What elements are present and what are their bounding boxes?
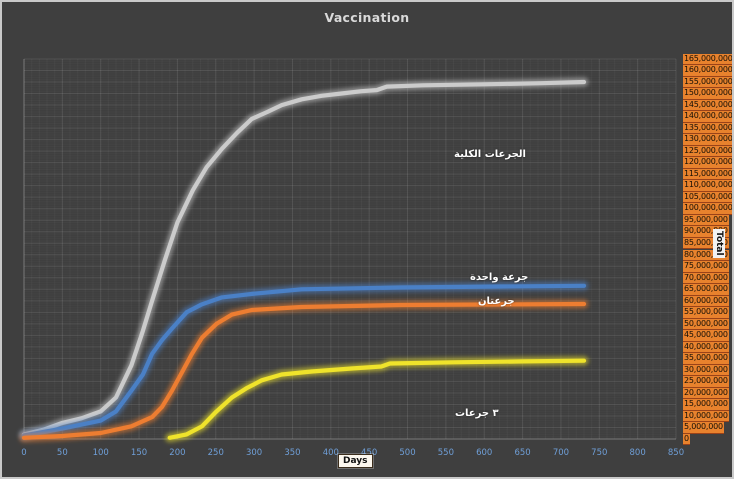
two-doses-line — [21, 301, 587, 440]
y-tick-label: 100,000,000 — [683, 203, 732, 215]
y-tick-label: 45,000,000 — [683, 330, 729, 342]
y-tick-label: 40,000,000 — [683, 341, 729, 354]
y-tick-label: 155,000,000 — [683, 76, 732, 89]
x-axis-title: Days — [338, 454, 373, 468]
y-tick-label: 50,000,000 — [683, 318, 729, 331]
y-tick-label: 165,000,000 — [683, 53, 732, 66]
y-tick-label: 60,000,000 — [683, 295, 729, 308]
y-tick-label: 150,000,000 — [683, 88, 732, 100]
y-tick-label: 20,000,000 — [683, 387, 729, 400]
x-tick-label: 250 — [207, 448, 224, 458]
x-tick-label: 300 — [245, 448, 263, 458]
y-tick-label: 15,000,000 — [683, 399, 729, 411]
y-tick-label: 160,000,000 — [683, 65, 732, 77]
y-tick-label: 135,000,000 — [683, 122, 732, 135]
y-axis-title: Total — [713, 229, 725, 258]
y-tick-label: 130,000,000 — [683, 134, 732, 146]
y-tick-label: 120,000,000 — [683, 157, 732, 169]
plot-area — [19, 58, 677, 443]
y-tick-label: 85,000,000 — [683, 237, 729, 250]
plot-svg — [19, 58, 677, 443]
y-tick-label: 75,000,000 — [683, 261, 729, 273]
x-tick-label: 450 — [361, 448, 378, 458]
annotation-three-doses: ٣ جرعات — [455, 408, 499, 419]
x-tick-label: 600 — [476, 448, 493, 458]
y-tick-label: 10,000,000 — [683, 410, 729, 423]
y-tick-label: 125,000,000 — [683, 145, 732, 158]
x-tick-label: 400 — [322, 448, 339, 458]
x-tick-label: 500 — [399, 448, 416, 458]
y-tick-label: 25,000,000 — [683, 376, 729, 388]
x-tick-label: 850 — [667, 448, 685, 458]
y-tick-label: 90,000,000 — [683, 226, 729, 238]
x-tick-label: 650 — [514, 448, 531, 458]
y-tick-label: 70,000,000 — [683, 272, 729, 285]
total-doses-line — [21, 79, 587, 437]
annotation-two-doses: جرعتان — [478, 296, 515, 307]
x-tick-label: 200 — [169, 448, 186, 458]
three-doses-line — [167, 358, 587, 440]
x-tick-label: 0 — [21, 448, 27, 458]
chart-title: Vaccination — [324, 10, 410, 25]
y-tick-label: 80,000,000 — [683, 249, 729, 261]
annotation-one-dose: جرعة واحدة — [470, 272, 529, 283]
x-tick-label: 350 — [284, 448, 301, 458]
y-tick-label: 5,000,000 — [683, 422, 724, 434]
annotation-total-doses: الجرعات الكلية — [454, 149, 526, 160]
y-tick-label: 140,000,000 — [683, 111, 732, 123]
y-tick-label: 115,000,000 — [683, 168, 732, 181]
y-tick-label: 55,000,000 — [683, 307, 729, 319]
y-tick-label: 105,000,000 — [683, 191, 732, 204]
y-tick-label: 95,000,000 — [683, 214, 729, 227]
y-tick-label: 145,000,000 — [683, 99, 732, 112]
y-tick-label: 110,000,000 — [683, 180, 732, 192]
x-tick-label: 800 — [629, 448, 646, 458]
y-tick-label: 35,000,000 — [683, 353, 729, 365]
x-tick-label: 750 — [591, 448, 608, 458]
x-tick-label: 50 — [56, 448, 68, 458]
x-tick-label: 700 — [552, 448, 570, 458]
series-lines — [19, 77, 589, 443]
x-tick-label: 100 — [92, 448, 109, 458]
x-tick-label: 150 — [130, 448, 148, 458]
y-tick-label: 65,000,000 — [683, 284, 729, 296]
y-tick-label: 0 — [683, 433, 690, 446]
y-tick-label: 30,000,000 — [683, 364, 729, 377]
x-tick-label: 550 — [437, 448, 454, 458]
one-dose-line — [21, 283, 587, 438]
